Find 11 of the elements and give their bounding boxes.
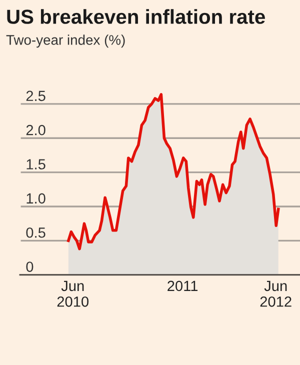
chart-title: US breakeven inflation rate <box>7 9 265 24</box>
y-tick-label: 1.0 <box>26 193 46 204</box>
y-tick-label: 2.0 <box>26 124 46 136</box>
x-tick-label: Jun 2010 <box>57 280 89 307</box>
y-tick-label: 0.5 <box>26 227 46 238</box>
x-tick-label: Jun 2012 <box>260 280 292 307</box>
x-tick-label: 2011 <box>168 280 198 292</box>
y-tick-label: 1.5 <box>26 159 46 170</box>
y-tick-label: 2.5 <box>26 90 46 102</box>
chart-subtitle: Two-year index (%) <box>6 34 125 48</box>
y-tick-label: 0 <box>26 262 34 272</box>
